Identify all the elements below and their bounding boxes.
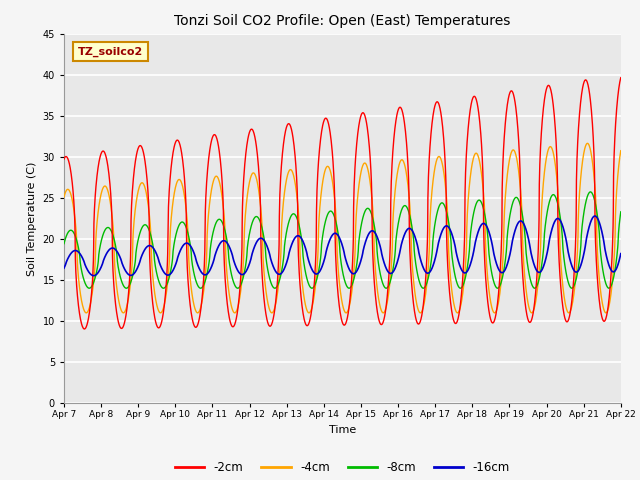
Title: Tonzi Soil CO2 Profile: Open (East) Temperatures: Tonzi Soil CO2 Profile: Open (East) Temp… (174, 14, 511, 28)
Text: TZ_soilco2: TZ_soilco2 (78, 47, 143, 57)
X-axis label: Time: Time (329, 425, 356, 435)
Legend: -2cm, -4cm, -8cm, -16cm: -2cm, -4cm, -8cm, -16cm (170, 456, 515, 479)
Y-axis label: Soil Temperature (C): Soil Temperature (C) (27, 161, 37, 276)
